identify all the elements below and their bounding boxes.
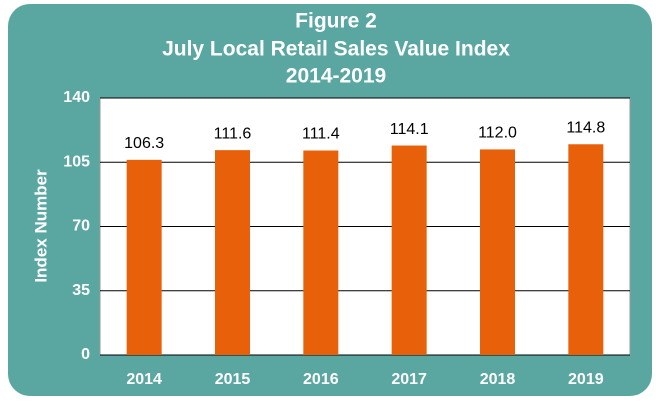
- y-tick-label: 70: [72, 218, 90, 235]
- data-label: 111.4: [302, 126, 340, 143]
- data-label: 114.8: [566, 119, 605, 136]
- x-tick-label: 2014: [126, 371, 162, 388]
- x-tick-label: 2019: [568, 371, 604, 388]
- x-tick-label: 2018: [480, 371, 516, 388]
- data-label: 106.3: [124, 135, 164, 152]
- y-tick-label: 140: [63, 89, 90, 106]
- x-tick-label: 2015: [215, 371, 251, 388]
- data-label: 112.0: [478, 125, 517, 142]
- bar: [391, 145, 427, 355]
- y-tick-label: 0: [81, 346, 90, 363]
- bar: [126, 159, 162, 355]
- bar: [480, 149, 515, 355]
- y-tick-label: 105: [63, 153, 90, 170]
- x-tick-label: 2016: [303, 371, 339, 388]
- chart-title: 2014-2019: [286, 65, 386, 88]
- chart-title: July Local Retail Sales Value Index: [162, 38, 510, 61]
- bar: [303, 150, 339, 355]
- data-label: 114.1: [390, 121, 429, 138]
- bar: [568, 144, 604, 355]
- chart-title: Figure 2: [295, 10, 377, 33]
- y-axis-label: Index Number: [31, 169, 50, 283]
- x-tick-label: 2017: [391, 371, 427, 388]
- y-tick-label: 35: [72, 282, 90, 299]
- data-label: 111.6: [214, 125, 252, 142]
- bar: [215, 150, 250, 355]
